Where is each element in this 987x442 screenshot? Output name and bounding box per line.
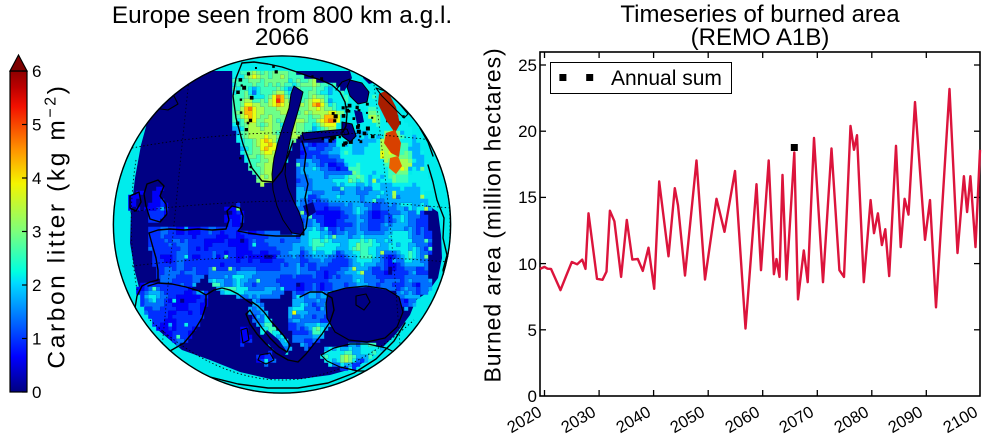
svg-text:5: 5: [32, 116, 41, 135]
svg-text:6: 6: [32, 62, 41, 81]
svg-text:4: 4: [32, 169, 41, 188]
svg-text:1: 1: [32, 330, 41, 349]
svg-text:0: 0: [32, 383, 41, 402]
svg-text:3: 3: [32, 223, 41, 242]
svg-text:2: 2: [32, 276, 41, 295]
